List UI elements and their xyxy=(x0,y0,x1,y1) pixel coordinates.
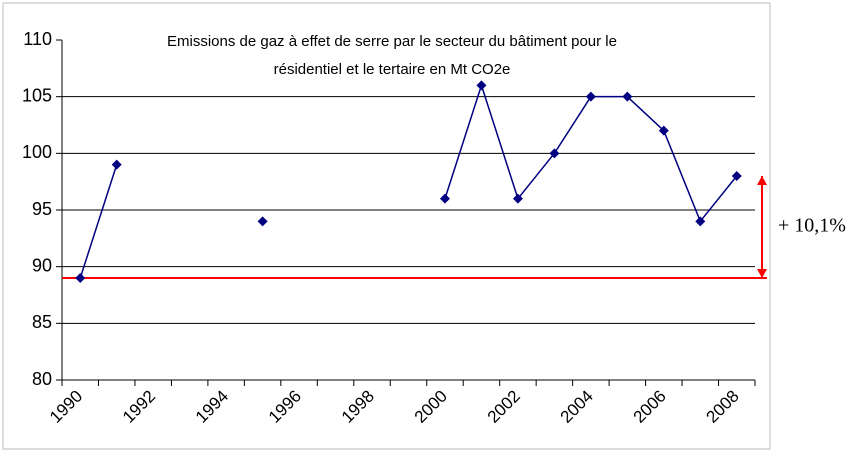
y-tick-label: 100 xyxy=(22,142,52,162)
data-point xyxy=(695,216,706,227)
x-tick-label: 1996 xyxy=(265,387,305,427)
x-tick-label: 2004 xyxy=(557,387,597,427)
x-tick-label: 1990 xyxy=(46,387,86,427)
x-tick-label: 2002 xyxy=(484,387,524,427)
data-point xyxy=(75,273,86,283)
data-point xyxy=(512,193,523,204)
data-point xyxy=(111,159,122,170)
data-point xyxy=(476,80,487,91)
x-tick-label: 1992 xyxy=(119,387,159,427)
data-point xyxy=(257,216,268,227)
data-point xyxy=(439,193,450,204)
y-tick-label: 95 xyxy=(32,199,52,219)
x-tick-label: 1994 xyxy=(192,387,232,427)
x-tick-label: 2006 xyxy=(630,387,670,427)
x-tick-label: 2008 xyxy=(703,387,743,427)
y-tick-label: 110 xyxy=(23,29,52,49)
y-tick-label: 90 xyxy=(32,255,52,275)
arrow-head xyxy=(757,176,767,185)
x-tick-label: 1998 xyxy=(338,387,378,427)
x-tick-label: 2000 xyxy=(411,387,451,427)
chart-frame xyxy=(2,2,771,450)
y-tick-label: 80 xyxy=(32,369,52,389)
y-tick-label: 85 xyxy=(32,312,52,332)
chart-title: Emissions de gaz à effet de serre par le… xyxy=(167,33,617,50)
data-point xyxy=(622,91,633,102)
data-point xyxy=(731,171,742,181)
data-point xyxy=(549,148,560,159)
y-tick-label: 105 xyxy=(22,85,52,105)
chart-title: résidentiel et le tertaire en Mt CO2e xyxy=(274,61,511,78)
annotation-text: + 10,1% xyxy=(778,215,846,237)
data-point xyxy=(585,91,596,102)
series-line xyxy=(79,82,738,279)
data-point xyxy=(658,125,669,136)
arrow-head xyxy=(757,269,767,278)
